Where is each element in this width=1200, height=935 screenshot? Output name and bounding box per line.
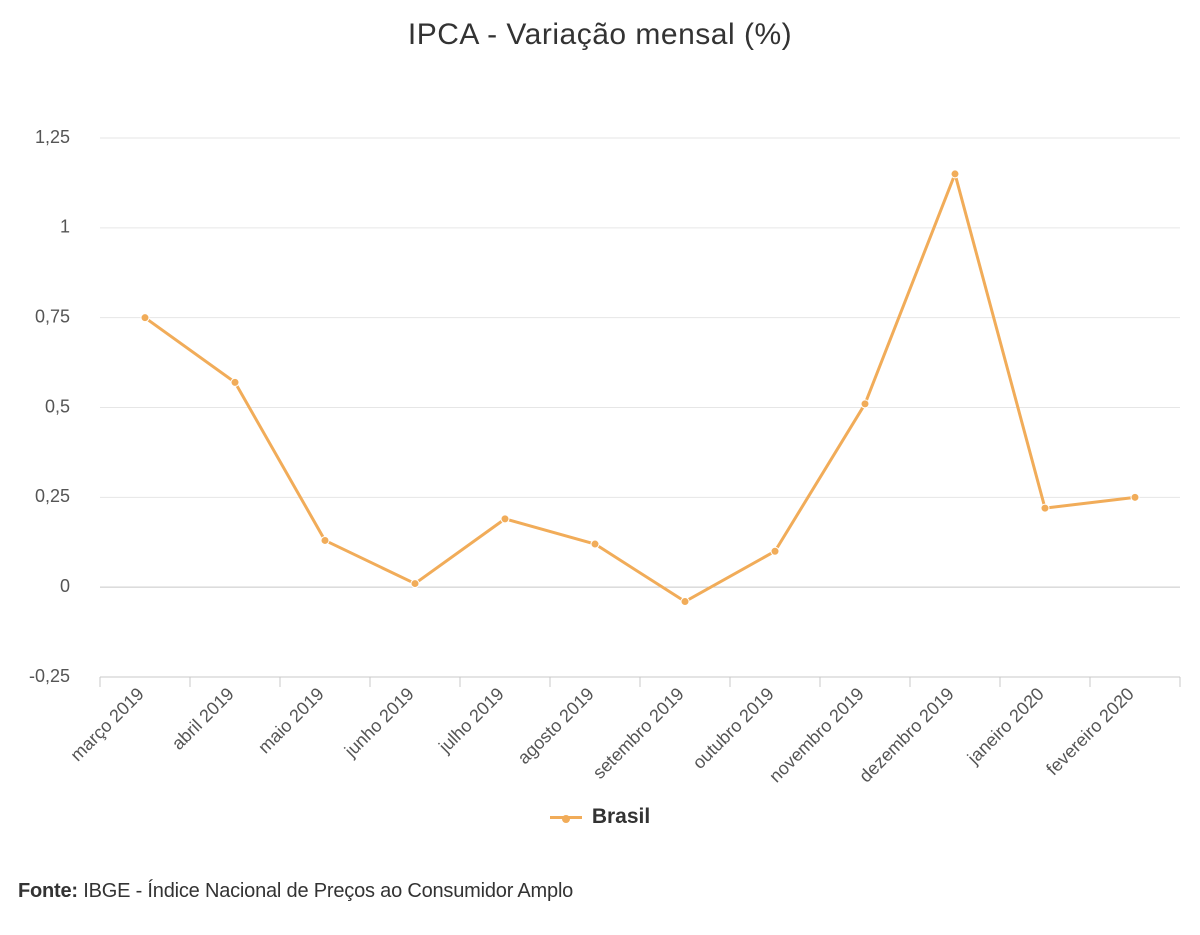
series-point[interactable] [1041, 504, 1049, 512]
y-tick-label: 1 [60, 217, 70, 237]
chart-container: IPCA - Variação mensal (%) -0,25 0 0,25 0,5… [0, 0, 1200, 935]
legend-label: Brasil [592, 805, 650, 829]
x-tick-label: julho 2019 [434, 684, 508, 758]
series-point[interactable] [1131, 493, 1139, 501]
series-point[interactable] [231, 378, 239, 386]
series-line-brasil [145, 174, 1135, 602]
x-tick-label: novembro 2019 [765, 684, 868, 787]
x-tick-label: abril 2019 [168, 684, 238, 754]
line-chart: -0,25 0 0,25 0,5 0,75 1 1,25 março 2019 abril 20… [0, 52, 1200, 832]
y-tick-label: 0,5 [45, 396, 70, 416]
x-tick-label: maio 2019 [254, 684, 328, 758]
series-point[interactable] [951, 170, 959, 178]
series-point[interactable] [411, 580, 419, 588]
source-text: IBGE - Índice Nacional de Preços ao Cons… [83, 880, 573, 902]
x-tick-label: junho 2019 [340, 684, 418, 762]
legend-swatch [550, 816, 582, 819]
series-point[interactable] [771, 547, 779, 555]
y-tick-label: 0,75 [35, 306, 70, 326]
x-tick-label: agosto 2019 [514, 684, 598, 768]
source-line: Fonte: IBGE - Índice Nacional de Preços … [18, 880, 573, 903]
series-point[interactable] [501, 515, 509, 523]
chart-title: IPCA - Variação mensal (%) [0, 0, 1200, 52]
y-tick-label: -0,25 [29, 666, 70, 686]
y-tick-label: 1,25 [35, 127, 70, 147]
legend-marker [562, 815, 570, 823]
series-point[interactable] [141, 314, 149, 322]
series-point[interactable] [861, 400, 869, 408]
x-tick-label: janeiro 2020 [963, 684, 1048, 769]
series-point[interactable] [591, 540, 599, 548]
x-tick-label: setembro 2019 [589, 684, 688, 783]
y-tick-label: 0,25 [35, 486, 70, 506]
legend: Brasil [0, 805, 1200, 829]
x-tick-label: fevereiro 2020 [1042, 684, 1138, 780]
x-tick-label: outubro 2019 [689, 684, 778, 773]
y-tick-label: 0 [60, 576, 70, 596]
x-tick-label: março 2019 [66, 684, 147, 765]
series-point[interactable] [681, 598, 689, 606]
source-label: Fonte: [18, 880, 78, 902]
series-point[interactable] [321, 536, 329, 544]
x-tick-label: dezembro 2019 [855, 684, 958, 787]
